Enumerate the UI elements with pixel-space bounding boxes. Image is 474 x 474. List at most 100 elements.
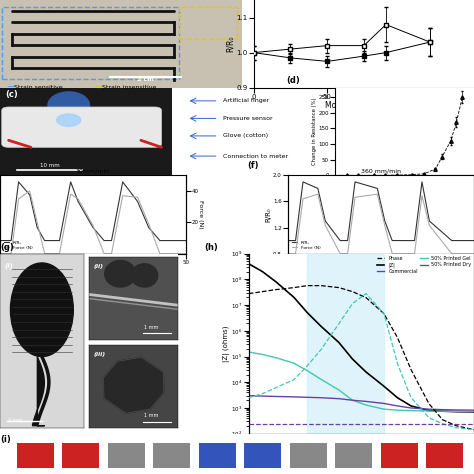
Bar (199, 443, 236, 468)
R/R₀ (75, 199, 81, 204)
Force (N) (34, 219, 40, 225)
R/R₀ (183, 238, 189, 244)
Y-axis label: R/R₀: R/R₀ (266, 207, 272, 222)
Text: Artificial finger: Artificial finger (223, 98, 269, 103)
Text: (g): (g) (0, 243, 14, 252)
Text: Pressure sensor: Pressure sensor (223, 116, 273, 121)
Force (N) (120, 193, 126, 199)
Force (N) (157, 251, 163, 256)
Text: Connection to meter: Connection to meter (223, 154, 288, 159)
Force (N) (285, 251, 291, 256)
Legend: Phase, |Z|, Commercial, 50% Printed Gel, 50% Printed Dry: Phase, |Z|, Commercial, 50% Printed Gel,… (377, 256, 472, 274)
Force (N) (345, 251, 350, 256)
R/R₀ (42, 238, 47, 244)
Title: 30mm/min: 30mm/min (76, 169, 110, 173)
R/R₀ (293, 238, 299, 244)
Bar (381, 443, 418, 468)
R/R₀ (90, 225, 96, 230)
R/R₀ (56, 238, 62, 244)
R/R₀ (337, 238, 343, 244)
X-axis label: Frequency (Hz): Frequency (Hz) (335, 447, 388, 453)
R/R₀ (27, 192, 33, 198)
Text: ─: ─ (7, 82, 13, 92)
Force (N) (374, 191, 380, 197)
Force (N) (389, 251, 395, 256)
Text: Strain sensitive: Strain sensitive (14, 85, 63, 90)
R/R₀ (427, 218, 432, 224)
Text: Strain insensitive: Strain insensitive (102, 85, 156, 90)
R/R₀ (16, 179, 21, 185)
R/R₀ (382, 218, 388, 224)
Force (N) (300, 196, 306, 202)
Force (N) (412, 251, 418, 256)
R/R₀ (300, 179, 306, 185)
R/R₀ (374, 185, 380, 191)
Line: R/R₀: R/R₀ (0, 182, 186, 241)
Bar (290, 443, 327, 468)
Force (N) (56, 251, 62, 256)
Line: Force (N): Force (N) (0, 191, 186, 254)
Text: ─: ─ (95, 82, 100, 92)
Force (N) (90, 223, 96, 228)
Line: Force (N): Force (N) (288, 194, 474, 254)
R/R₀ (389, 238, 395, 244)
R/R₀ (315, 185, 321, 191)
Text: (f): (f) (247, 161, 259, 170)
R/R₀ (0, 238, 3, 244)
Y-axis label: Force (N): Force (N) (198, 200, 203, 229)
Force (N) (419, 193, 425, 199)
R/R₀ (352, 179, 358, 185)
R/R₀ (9, 238, 14, 244)
Text: Glove (cotton): Glove (cotton) (223, 133, 268, 138)
Force (N) (382, 223, 388, 228)
Force (N) (27, 188, 33, 194)
R/R₀ (456, 238, 462, 244)
Force (N) (42, 251, 47, 256)
R/R₀ (322, 218, 328, 224)
Bar (244, 443, 281, 468)
Force (N) (75, 196, 81, 202)
Bar (153, 443, 190, 468)
Force (N) (471, 251, 474, 256)
X-axis label: Time (s): Time (s) (80, 266, 106, 271)
X-axis label: Movement Angle (°): Movement Angle (°) (326, 101, 402, 110)
Text: (i): (i) (0, 435, 11, 444)
Force (N) (109, 251, 114, 256)
Force (N) (68, 191, 73, 197)
Line: R/R₀: R/R₀ (288, 182, 474, 241)
Bar (335, 443, 372, 468)
Bar (62, 443, 99, 468)
R/R₀ (157, 238, 163, 244)
Force (N) (0, 251, 3, 256)
R/R₀ (285, 238, 291, 244)
Text: (c): (c) (5, 91, 18, 100)
Force (N) (183, 251, 189, 256)
Bar (108, 443, 145, 468)
Force (N) (337, 251, 343, 256)
Force (N) (449, 251, 455, 256)
Force (N) (101, 251, 107, 256)
R/R₀ (172, 238, 178, 244)
R/R₀ (120, 179, 126, 185)
Bar (2, 7, 179, 79)
R/R₀ (412, 238, 418, 244)
Legend: R/R₀, Force (N): R/R₀, Force (N) (2, 239, 35, 251)
R/R₀ (146, 225, 152, 230)
R/R₀ (471, 238, 474, 244)
R/R₀ (135, 199, 140, 204)
R/R₀ (68, 179, 73, 185)
X-axis label: Force (N): Force (N) (390, 188, 419, 193)
R/R₀ (345, 238, 350, 244)
Text: 2 cm: 2 cm (137, 77, 154, 82)
X-axis label: Time (s): Time (s) (368, 266, 394, 271)
R/R₀ (101, 238, 107, 244)
R/R₀ (449, 238, 455, 244)
Force (N) (352, 194, 358, 200)
Text: (h): (h) (204, 243, 218, 252)
Bar (308, 254, 384, 434)
Force (N) (315, 191, 321, 197)
R/R₀ (419, 179, 425, 185)
Force (N) (456, 251, 462, 256)
Y-axis label: |Z| (ohms): |Z| (ohms) (223, 325, 230, 362)
Force (N) (146, 221, 152, 227)
